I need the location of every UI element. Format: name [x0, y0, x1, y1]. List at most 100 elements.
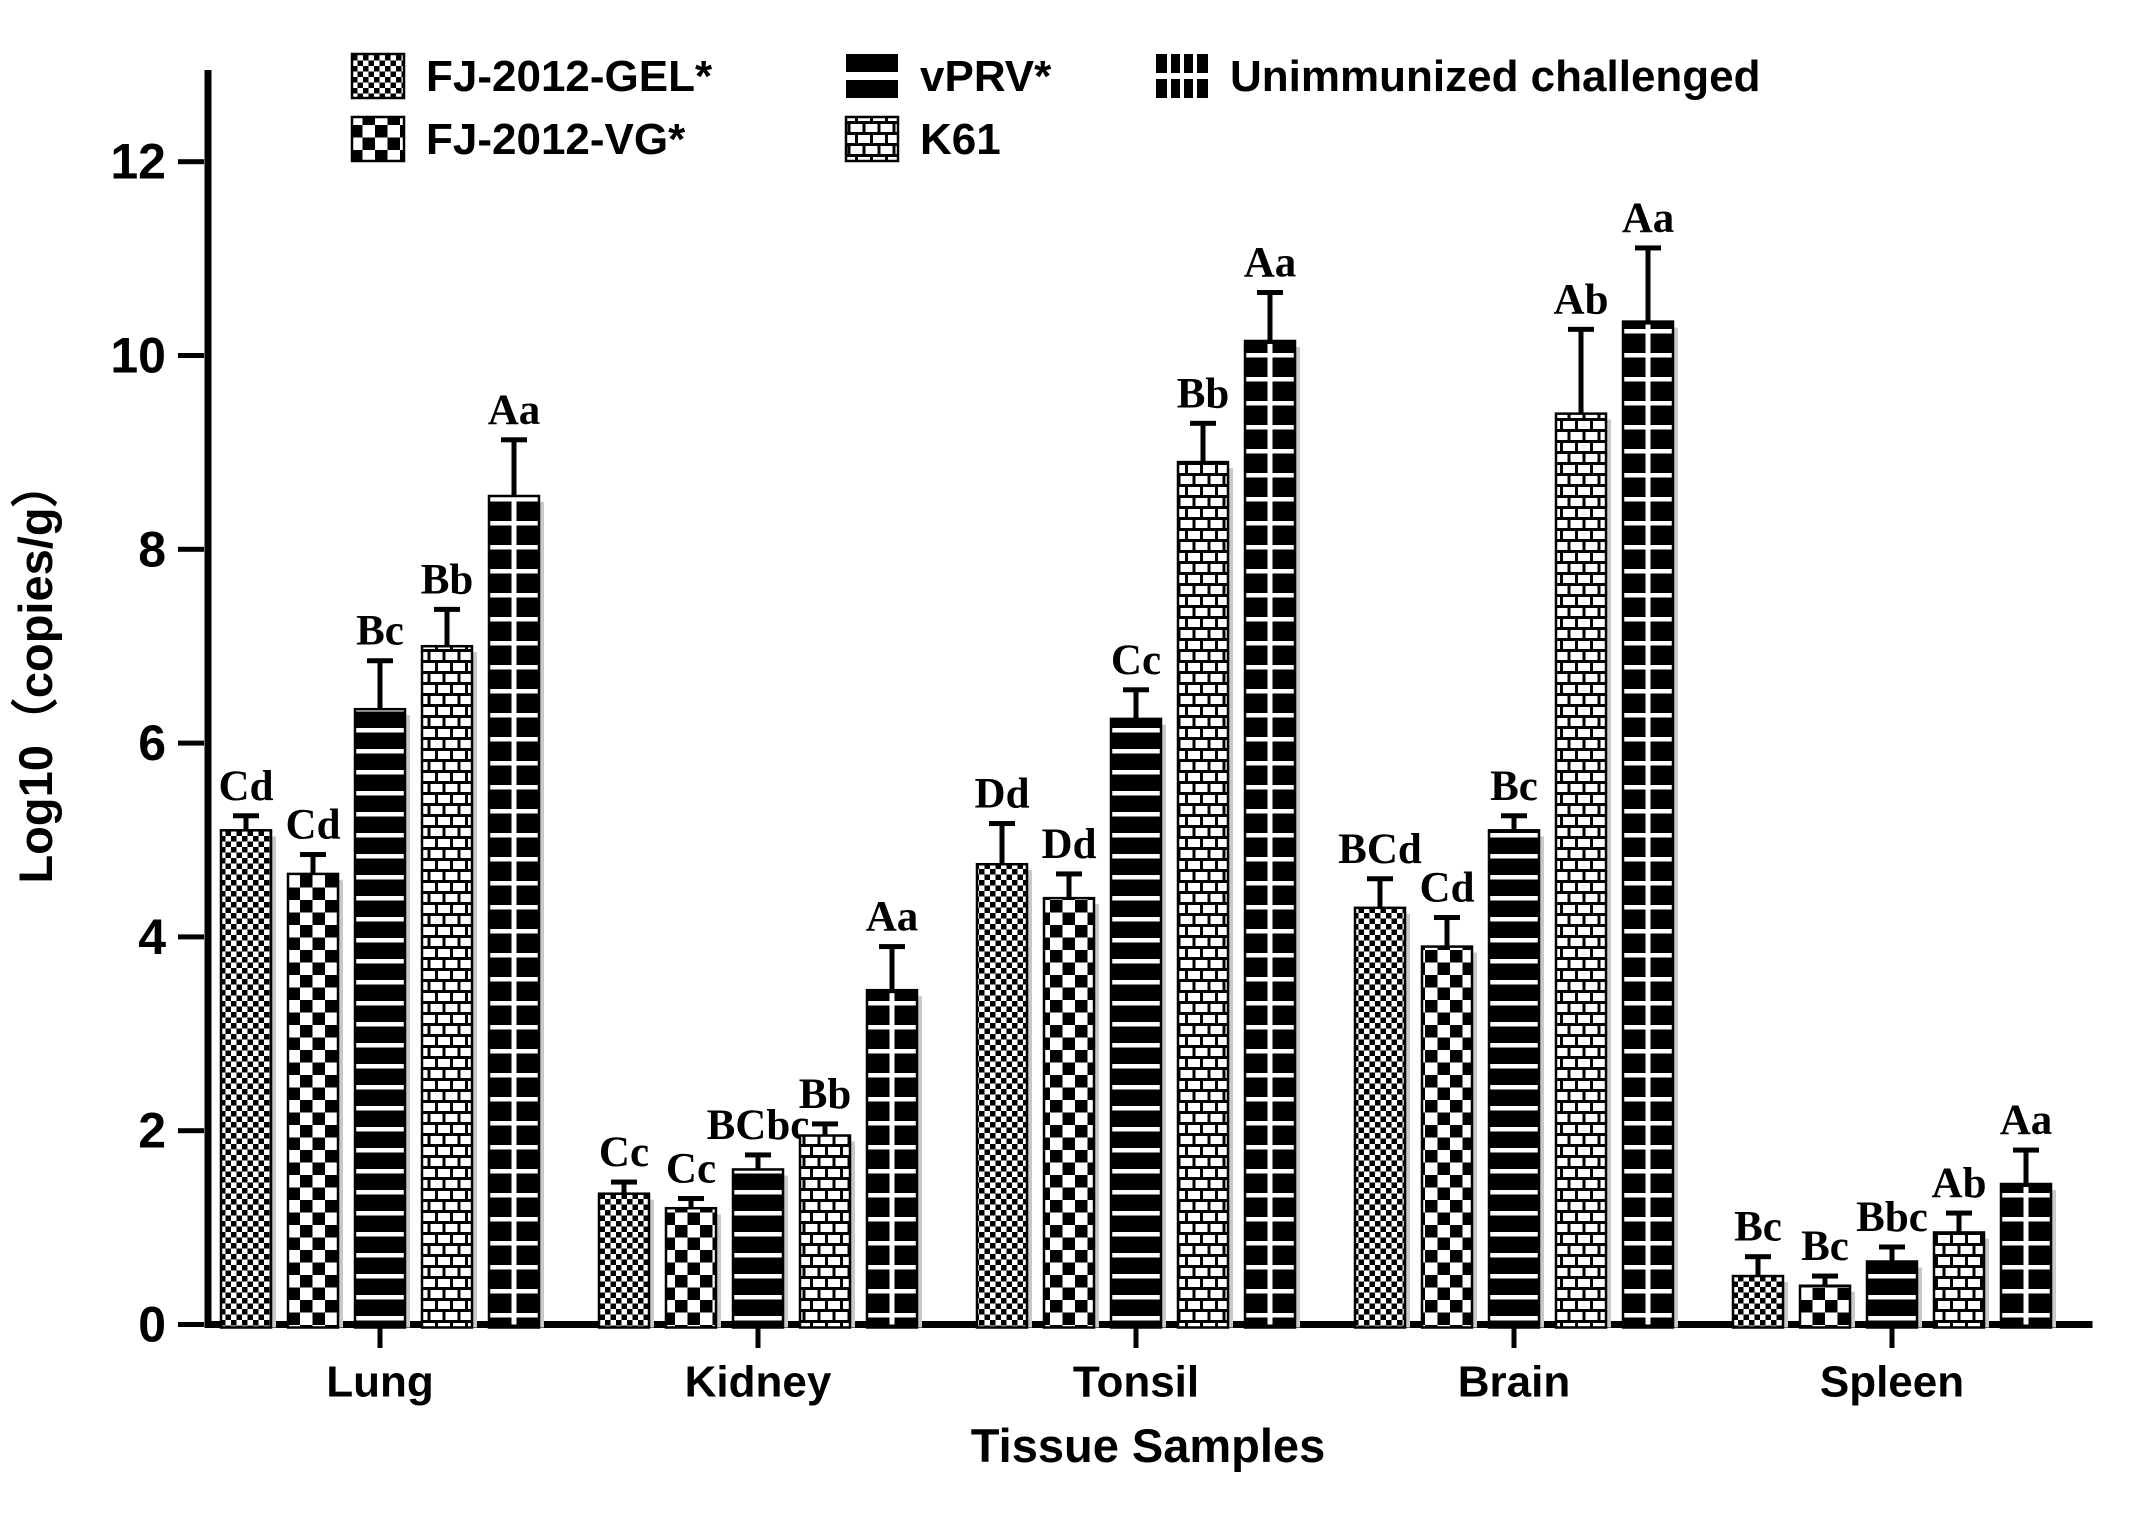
error-bar-cap	[1056, 871, 1082, 877]
error-bar-cap	[1812, 1273, 1838, 1279]
bar	[1042, 896, 1096, 1329]
y-tick	[178, 740, 204, 746]
error-bar-cap	[1745, 1254, 1771, 1260]
error-bar	[511, 439, 517, 497]
error-bar	[1956, 1213, 1962, 1233]
error-bar-cap	[300, 852, 326, 858]
error-bar	[999, 823, 1005, 865]
sig-label: Aa	[866, 894, 919, 941]
error-bar-cap	[1190, 420, 1216, 426]
error-bar	[243, 815, 249, 831]
legend-label: FJ-2012-GEL*	[426, 52, 713, 101]
error-bar-cap	[434, 606, 460, 612]
sig-label: Dd	[975, 771, 1030, 818]
error-bar	[1200, 423, 1206, 463]
sig-label: Aa	[1622, 195, 1675, 242]
y-tick	[178, 934, 204, 940]
category-label: Kidney	[685, 1358, 832, 1407]
x-tick	[1511, 1328, 1517, 1348]
legend-label: Unimmunized challenged	[1230, 52, 1761, 101]
error-bar	[1444, 917, 1450, 947]
y-tick-label: 6	[138, 715, 166, 771]
error-bar	[822, 1123, 828, 1136]
x-tick	[1889, 1328, 1895, 1348]
legend-label: vPRV*	[920, 52, 1052, 101]
error-bar-cap	[2013, 1147, 2039, 1153]
y-tick-label: 12	[110, 134, 166, 190]
x-tick	[1133, 1328, 1139, 1348]
error-bar-cap	[1568, 326, 1594, 332]
legend-swatch-bg	[350, 52, 406, 100]
sig-label: Dd	[1042, 821, 1097, 868]
error-bar	[755, 1154, 761, 1170]
error-bar	[1066, 873, 1072, 899]
bar	[664, 1206, 718, 1329]
bar	[353, 707, 407, 1329]
x-tick	[377, 1328, 383, 1348]
y-tick	[178, 546, 204, 552]
legend-swatch-line	[1193, 54, 1197, 98]
bar	[1176, 460, 1230, 1329]
y-tick-label: 0	[138, 1297, 166, 1353]
sig-label: Aa	[1244, 240, 1297, 287]
bar	[1487, 829, 1541, 1329]
sig-label: Ab	[1932, 1160, 1987, 1207]
legend-swatch	[1156, 54, 1208, 98]
sig-label: Cd	[1420, 865, 1475, 912]
bar	[1109, 717, 1163, 1329]
error-bar	[1889, 1246, 1895, 1262]
sig-label: Cc	[666, 1146, 716, 1193]
error-bar-cap	[812, 1121, 838, 1127]
bar	[1798, 1284, 1852, 1329]
bar	[597, 1192, 651, 1329]
y-axis-title: Log10（copies/g）	[9, 460, 62, 883]
error-bar-cap	[611, 1179, 637, 1185]
error-bar	[1377, 878, 1383, 908]
sig-label: Bc	[1801, 1223, 1849, 1270]
y-tick	[178, 1322, 204, 1327]
x-axis-title: Tissue Samples	[971, 1419, 1325, 1472]
bar	[975, 862, 1029, 1329]
sig-label: Cc	[599, 1129, 649, 1176]
bar	[1353, 906, 1407, 1329]
bar-center-line	[1267, 343, 1273, 1325]
sig-label: Bb	[1177, 370, 1230, 417]
y-tick-label: 8	[138, 521, 166, 577]
error-bar	[1645, 247, 1651, 322]
legend: FJ-2012-GEL* vPRV* Unimmunized challenged F…	[350, 52, 1761, 164]
legend-label: FJ-2012-VG*	[426, 115, 686, 164]
bar-center-line	[511, 499, 517, 1325]
sig-label: Ab	[1554, 276, 1609, 323]
sig-label: Bc	[1490, 763, 1538, 810]
error-bar	[377, 660, 383, 710]
sig-label: Aa	[488, 387, 541, 434]
legend-swatch-bg	[844, 115, 900, 163]
sig-label: Bbc	[1856, 1194, 1928, 1241]
legend-label: K61	[920, 115, 1001, 164]
bar-center-line	[2023, 1186, 2029, 1325]
error-bar	[688, 1198, 694, 1209]
bar	[286, 872, 340, 1329]
category-label: Brain	[1458, 1358, 1570, 1407]
legend-swatch	[350, 115, 406, 163]
error-bar	[1511, 815, 1517, 831]
bar-center-line	[1645, 324, 1651, 1325]
error-bar-cap	[501, 437, 527, 443]
sig-label: Cc	[1111, 637, 1161, 684]
error-bar-cap	[1635, 245, 1661, 251]
error-bar-cap	[1434, 915, 1460, 921]
error-bar	[621, 1182, 627, 1194]
error-bar-cap	[1123, 687, 1149, 693]
y-tick	[178, 159, 204, 165]
y-tick	[178, 1128, 204, 1134]
legend-swatch	[844, 115, 900, 163]
error-bar-cap	[989, 821, 1015, 827]
bar	[1554, 412, 1608, 1329]
bar	[1932, 1231, 1986, 1329]
error-bar	[1578, 329, 1584, 414]
y-tick-label: 2	[138, 1103, 166, 1159]
legend-swatch-bg	[350, 115, 406, 163]
error-bar	[444, 609, 450, 647]
